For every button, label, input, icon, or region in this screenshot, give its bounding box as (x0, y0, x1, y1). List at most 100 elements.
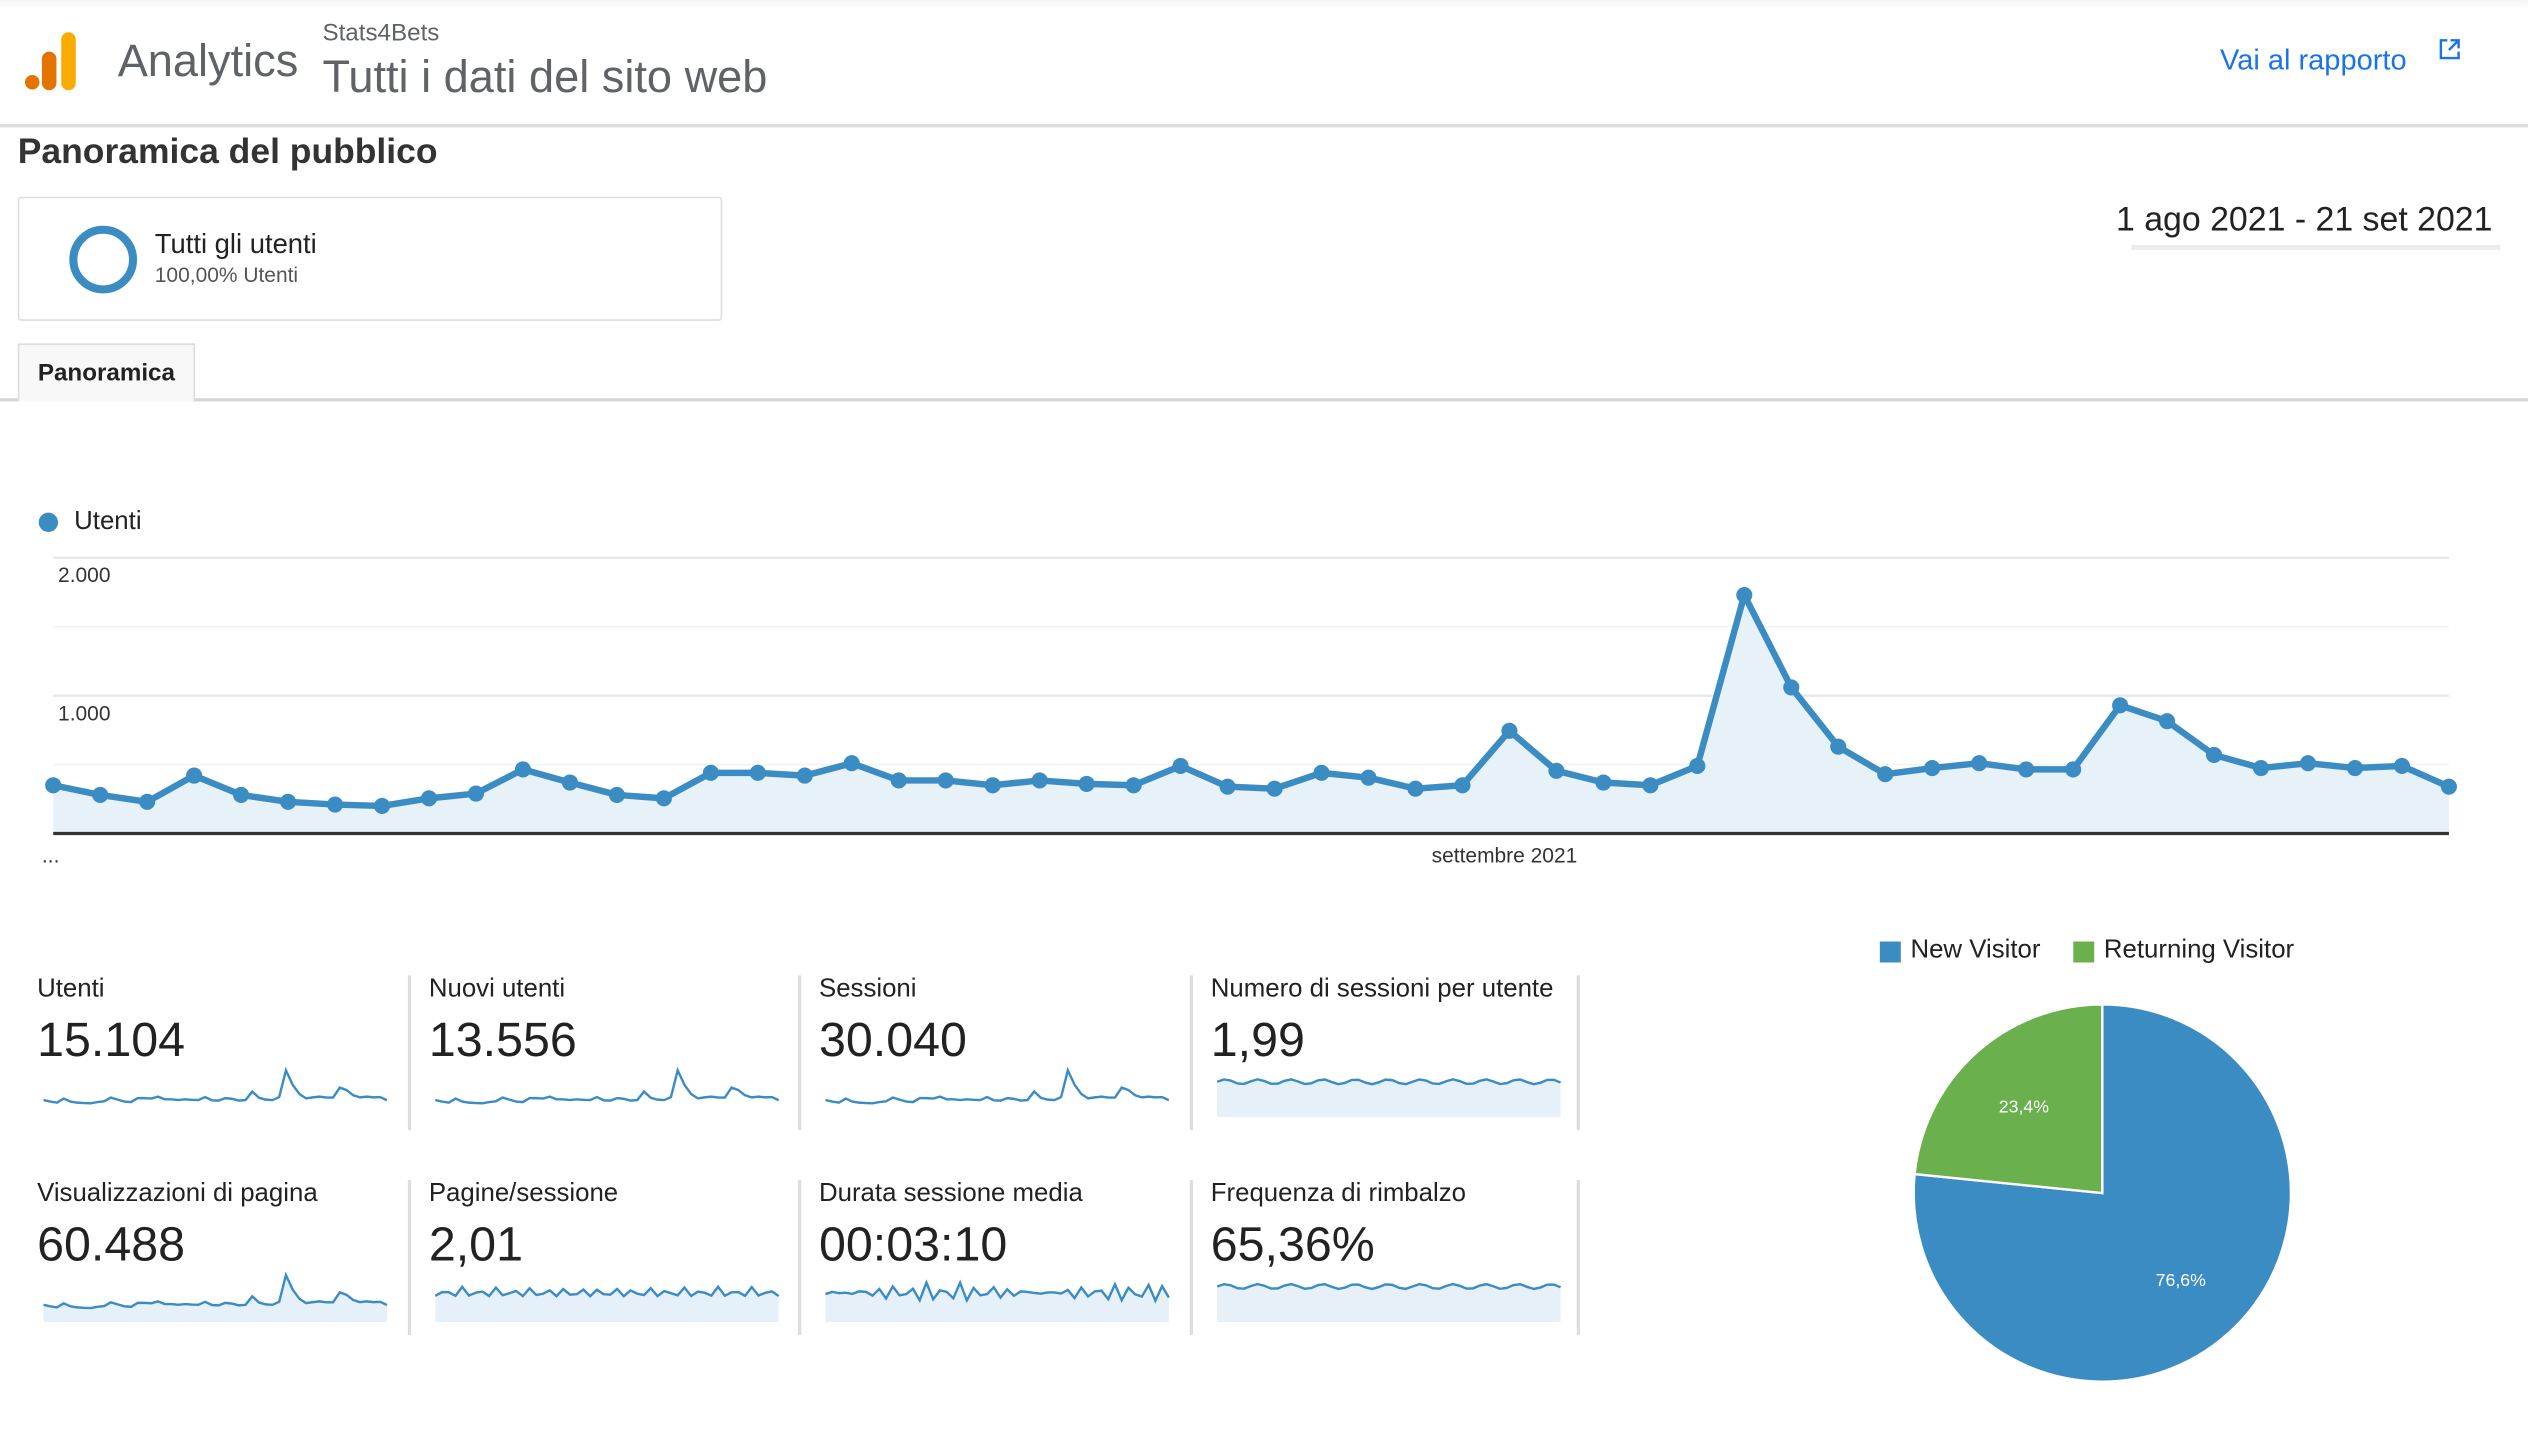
users-area (53, 595, 2449, 834)
metric-tile[interactable]: Sessioni 30.040 (819, 975, 1174, 1136)
legend-returning-visitor[interactable]: Returning Visitor (2103, 936, 2295, 965)
visitor-pie-chart[interactable]: 76,6% 23,4% (1909, 1000, 2296, 1387)
metric-label: Frequenza di rimbalzo (1210, 1180, 1466, 1208)
data-point[interactable] (561, 774, 578, 791)
tab-bar-line (0, 398, 2528, 402)
data-point[interactable] (1642, 777, 1659, 794)
data-point[interactable] (1266, 780, 1283, 797)
data-point[interactable] (186, 767, 203, 784)
metric-label: Nuovi utenti (428, 975, 566, 1003)
data-point[interactable] (2252, 759, 2270, 777)
data-point[interactable] (326, 796, 344, 813)
data-point[interactable] (1783, 679, 1800, 696)
data-point[interactable] (467, 785, 485, 802)
report-link[interactable]: Vai al rapporto (2219, 43, 2407, 76)
data-point[interactable] (139, 793, 156, 810)
metric-value: 00:03:10 (818, 1218, 1008, 1273)
data-point[interactable] (2065, 761, 2082, 778)
legend-returning-visitor-swatch (2073, 941, 2095, 963)
data-point[interactable] (1125, 777, 1142, 794)
data-point[interactable] (2112, 697, 2129, 714)
data-point[interactable] (1172, 757, 1189, 775)
date-range[interactable]: 1 ago 2021 - 21 set 2021 (2115, 201, 2493, 239)
metric-tile[interactable]: Utenti 15.104 (37, 975, 392, 1136)
data-point[interactable] (92, 786, 109, 803)
data-point[interactable] (233, 786, 250, 803)
data-point[interactable] (1454, 777, 1471, 794)
metric-label: Durata sessione media (818, 1180, 1083, 1208)
data-point[interactable] (843, 755, 860, 772)
pie-label: 23,4% (1999, 1097, 2049, 1117)
metric-value: 65,36% (1210, 1218, 1375, 1273)
data-point[interactable] (420, 790, 438, 807)
pie-slice-returning[interactable] (1913, 1003, 2104, 1195)
segment-card[interactable]: Tutti gli utenti 100,00% Utenti (17, 196, 723, 321)
legend-new-visitor[interactable]: New Visitor (1910, 936, 2041, 965)
data-point[interactable] (45, 777, 62, 794)
data-point[interactable] (2018, 761, 2035, 778)
data-point[interactable] (2346, 759, 2364, 777)
data-point[interactable] (1219, 778, 1236, 795)
metric-tile[interactable]: Frequenza di rimbalzo 65,36% (1211, 1180, 1566, 1341)
metric-separator (798, 1180, 802, 1335)
metric-value: 2,01 (428, 1218, 523, 1273)
data-point[interactable] (2393, 757, 2411, 775)
metric-separator (1576, 1180, 1580, 1335)
data-point[interactable] (2205, 746, 2223, 763)
metric-separator (1576, 975, 1580, 1131)
legend-utenti[interactable]: Utenti (74, 507, 142, 536)
view-name[interactable]: Tutti i dati del sito web (322, 51, 768, 102)
metric-separator (407, 1180, 412, 1335)
metric-separator (407, 975, 412, 1131)
metric-separator (1189, 975, 1194, 1131)
data-point[interactable] (890, 772, 907, 789)
metric-tile[interactable]: Nuovi utenti 13.556 (429, 975, 784, 1136)
metric-value: 13.556 (428, 1014, 577, 1068)
metric-tile[interactable]: Durata sessione media 00:03:10 (819, 1180, 1174, 1341)
data-point[interactable] (1924, 759, 1941, 777)
y-tick-label: 1.000 (58, 701, 111, 726)
x-tick-label: settembre 2021 (1431, 843, 1578, 868)
data-point[interactable] (373, 797, 391, 814)
data-point[interactable] (796, 767, 813, 784)
data-point[interactable] (1360, 769, 1377, 786)
data-point[interactable] (984, 777, 1001, 794)
data-point[interactable] (2299, 755, 2317, 772)
data-point[interactable] (1595, 774, 1612, 791)
external-link-icon[interactable] (2439, 39, 2460, 60)
pie-label: 76,6% (2156, 1270, 2206, 1290)
data-point[interactable] (1971, 755, 1988, 772)
data-point[interactable] (655, 790, 672, 807)
data-point[interactable] (1031, 772, 1048, 789)
data-point[interactable] (1689, 757, 1706, 775)
metric-tile[interactable]: Numero di sessioni per utente 1,99 (1211, 975, 1566, 1136)
data-point[interactable] (1407, 780, 1424, 797)
metric-sparkline (43, 1066, 388, 1105)
data-point[interactable] (1736, 586, 1753, 604)
metric-tile[interactable]: Visualizzazioni di pagina 60.488 (37, 1180, 392, 1341)
data-point[interactable] (937, 772, 954, 789)
account-name[interactable]: Stats4Bets (322, 19, 440, 47)
data-point[interactable] (1830, 738, 1847, 755)
data-point[interactable] (702, 764, 719, 781)
data-point[interactable] (749, 764, 766, 781)
data-point[interactable] (1877, 766, 1894, 783)
data-point[interactable] (2440, 778, 2457, 795)
metric-value: 60.488 (37, 1218, 186, 1273)
page-title: Panoramica del pubblico (17, 130, 438, 171)
data-point[interactable] (1313, 764, 1330, 781)
users-line (52, 591, 2451, 810)
data-point[interactable] (2159, 713, 2176, 730)
segment-circle-icon (69, 225, 138, 294)
data-point[interactable] (514, 761, 532, 778)
data-point[interactable] (1078, 775, 1095, 792)
data-point[interactable] (280, 793, 297, 810)
metric-separator (798, 975, 802, 1131)
data-point[interactable] (1501, 722, 1518, 739)
tab-panoramica[interactable]: Panoramica (17, 343, 196, 402)
data-point[interactable] (608, 786, 625, 803)
metric-tile[interactable]: Pagine/sessione 2,01 (429, 1180, 784, 1341)
data-point[interactable] (1548, 762, 1565, 779)
metric-label: Pagine/sessione (428, 1180, 619, 1208)
users-line-chart[interactable] (0, 532, 2528, 887)
